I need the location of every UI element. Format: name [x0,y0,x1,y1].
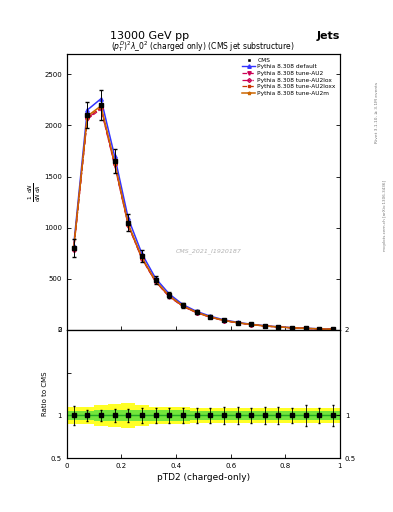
Text: CMS_2021_I1920187: CMS_2021_I1920187 [176,249,242,254]
Text: Jets: Jets [317,31,340,41]
Text: 13000 GeV pp: 13000 GeV pp [110,31,189,41]
Legend: CMS, Pythia 8.308 default, Pythia 8.308 tune-AU2, Pythia 8.308 tune-AU2lox, Pyth: CMS, Pythia 8.308 default, Pythia 8.308 … [241,57,337,97]
X-axis label: pTD2 (charged-only): pTD2 (charged-only) [157,473,250,482]
Text: mcplots.cern.ch [arXiv:1306.3436]: mcplots.cern.ch [arXiv:1306.3436] [383,180,387,250]
Y-axis label: Ratio to CMS: Ratio to CMS [42,372,48,416]
Y-axis label: $\frac{1}{\mathrm{d}N}\frac{\mathrm{d}N}{\mathrm{d}\lambda}$: $\frac{1}{\mathrm{d}N}\frac{\mathrm{d}N}… [26,182,42,202]
Title: $(p_T^D)^2\lambda\_0^2$ (charged only) (CMS jet substructure): $(p_T^D)^2\lambda\_0^2$ (charged only) (… [112,39,295,54]
Text: Rivet 3.1.10, ≥ 3.1M events: Rivet 3.1.10, ≥ 3.1M events [375,82,379,143]
